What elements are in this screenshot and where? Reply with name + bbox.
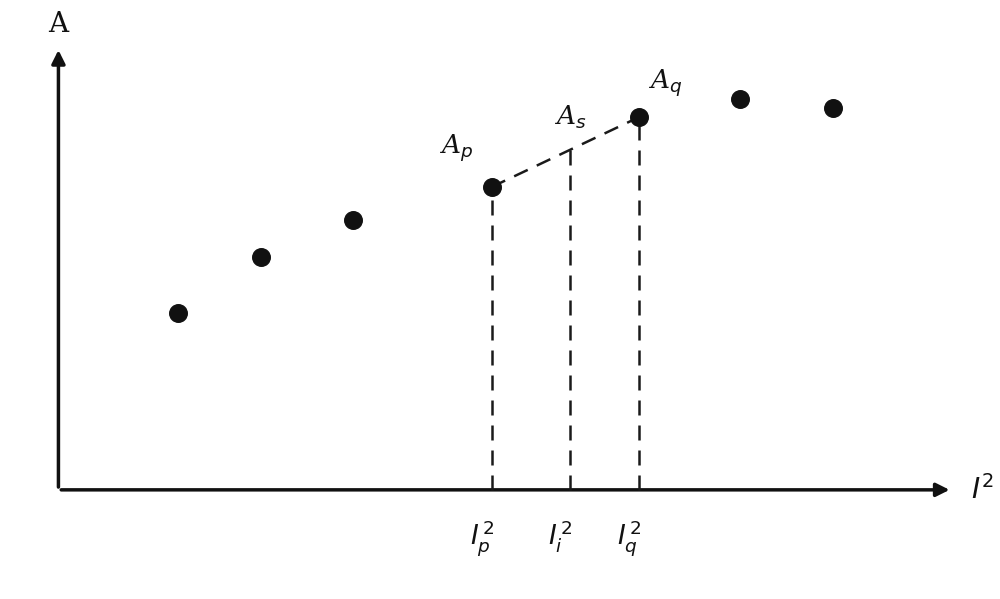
Text: A$_q$: A$_q$ (648, 67, 683, 98)
Point (170, 308, 186, 317)
Point (631, 113, 647, 122)
Point (484, 182, 500, 192)
Text: A$_p$: A$_p$ (439, 132, 473, 164)
Point (825, 103, 841, 113)
Text: A$_s$: A$_s$ (554, 104, 586, 131)
Text: $I_{p}^{\,2}$: $I_{p}^{\,2}$ (470, 518, 495, 558)
Text: $I_{q}^{\,2}$: $I_{q}^{\,2}$ (617, 518, 642, 558)
Text: $I^2$: $I^2$ (971, 475, 993, 505)
Point (732, 93, 748, 103)
Text: A: A (48, 11, 68, 38)
Point (345, 215, 361, 225)
Point (253, 252, 269, 262)
Text: $I_{i}^{\,2}$: $I_{i}^{\,2}$ (548, 518, 573, 554)
